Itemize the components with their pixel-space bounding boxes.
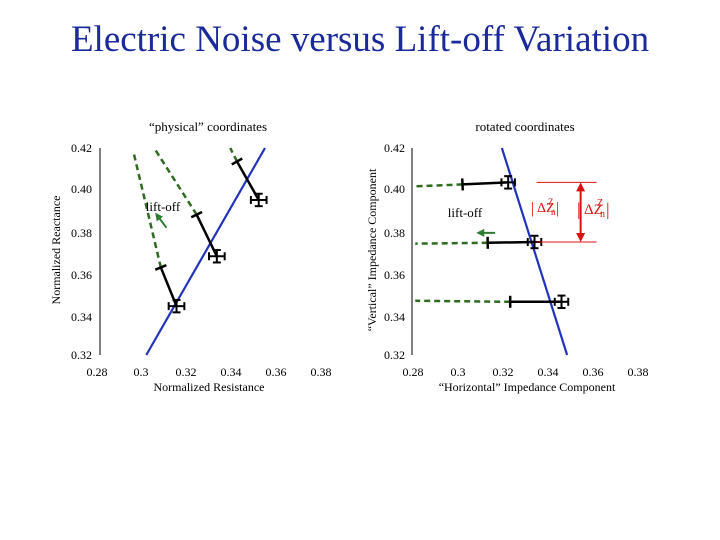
delta-z-right-bar-end: | [606,199,610,219]
liftoff-segment [487,240,535,245]
delta-z-right-symbol: ΔZ [584,202,603,218]
y-tick-label: 0.34 [71,310,92,324]
y-ticks: 0.42 0.40 0.38 0.36 0.34 0.32 [384,141,405,362]
delta-z-right-bar: | [577,199,581,219]
impedance-curve [500,147,569,356]
y-tick-label: 0.32 [384,348,405,362]
liftoff-dashed-line [415,183,463,188]
measurement-point [553,294,570,310]
y-tick-label: 0.36 [384,268,405,282]
slide-title: Electric Noise versus Lift-off Variation [70,19,650,60]
y-tick-label: 0.38 [384,226,405,240]
y-tick-label: 0.32 [71,348,92,362]
x-tick-label: 0.32 [176,365,197,379]
delta-z-over-z-left: | ΔZ Z n | [531,197,559,217]
y-tick-label: 0.38 [71,226,92,240]
x-ticks: 0.28 0.3 0.32 0.34 0.36 0.38 [87,365,332,379]
segment-end-tick [460,178,465,191]
segment-end-tick [190,210,203,219]
y-tick-label: 0.42 [71,141,92,155]
measurement-point [526,234,543,250]
x-tick-label: 0.36 [266,365,287,379]
chart-physical: “physical” coordinates Normalized Reacta… [49,119,332,394]
plot-area [415,147,597,356]
y-axis-label: Normalized Reactance [49,196,63,305]
delta-z-left-bar: | [531,200,534,217]
delta-z-over-z-right: | ΔZ Z n | [577,198,610,220]
delta-z-right-sub: n [600,209,605,220]
x-tick-label: 0.3 [134,365,149,379]
y-tick-label: 0.42 [384,141,405,155]
y-ticks: 0.42 0.40 0.38 0.36 0.34 0.32 [71,141,92,362]
x-tick-label: 0.32 [493,365,514,379]
x-axis-label: “Horizontal” Impedance Component [439,380,616,394]
delta-z-left-bar-end: | [556,200,559,217]
y-tick-label: 0.40 [384,182,405,196]
liftoff-dashed-line [415,241,488,245]
impedance-curve [145,147,266,356]
x-tick-label: 0.34 [538,365,559,379]
x-ticks: 0.28 0.3 0.32 0.34 0.36 0.38 [403,365,649,379]
x-axis-label: Normalized Resistance [154,380,265,394]
x-tick-label: 0.38 [311,365,332,379]
y-axis-label: “Vertical” Impedance Component [365,168,379,331]
chart-subtitle: “physical” coordinates [149,119,267,134]
measurement-point [208,249,226,264]
chart-subtitle: rotated coordinates [475,119,574,134]
measurement-point [500,175,516,190]
liftoff-label: lift-off [146,199,181,214]
x-tick-label: 0.38 [628,365,649,379]
delta-z-right-divisor: Z [597,198,603,209]
x-tick-label: 0.28 [403,365,424,379]
liftoff-dashed-line [153,147,198,216]
delta-z-left-divisor: Z [548,197,554,207]
plot-area [132,147,268,356]
liftoff-dashed-line [229,147,239,163]
segment-end-tick [231,157,243,166]
liftoff-label: lift-off [448,205,483,220]
y-tick-label: 0.40 [71,182,92,196]
measurement-point [249,192,268,208]
liftoff-dashed-line [415,299,511,304]
delta-z-left-sub: n [551,207,556,217]
x-tick-label: 0.34 [221,365,242,379]
segment-end-tick [154,264,167,271]
y-tick-label: 0.34 [384,310,405,324]
delta-z-left-symbol: ΔZ [537,201,555,216]
measurement-point [167,298,186,314]
liftoff-arrow [155,212,168,229]
x-tick-label: 0.28 [87,365,108,379]
y-tick-label: 0.36 [71,268,92,282]
x-tick-label: 0.36 [583,365,604,379]
chart-rotated: rotated coordinates “Vertical” Impedance… [365,119,649,394]
x-tick-label: 0.3 [451,365,466,379]
